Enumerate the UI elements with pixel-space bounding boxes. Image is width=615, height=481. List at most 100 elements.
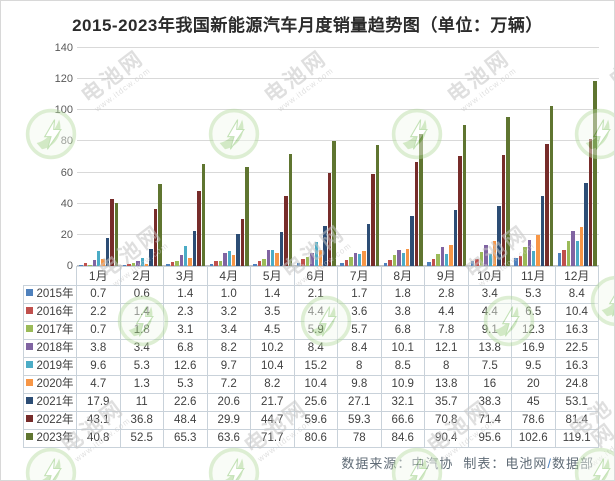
bar-2021年-10月 bbox=[497, 206, 501, 266]
value-cell-2015年-8月: 1.8 bbox=[380, 285, 425, 304]
value-cell-2019年-7月: 8 bbox=[337, 357, 382, 376]
bar-group-1月 bbox=[77, 48, 121, 266]
value-cell-2015年-5月: 1.4 bbox=[250, 285, 295, 304]
bar-2015年-9月 bbox=[427, 261, 431, 266]
bar-2018年-8月 bbox=[397, 250, 401, 266]
bar-2015年-11月 bbox=[514, 257, 518, 266]
value-cell-2016年-8月: 3.8 bbox=[380, 303, 425, 322]
y-tick-label-0: 0 bbox=[66, 260, 73, 272]
value-cell-2016年-7月: 3.6 bbox=[337, 303, 382, 322]
year-label-cell-2019年: 2019年 bbox=[23, 357, 77, 376]
value-cell-2016年-5月: 3.5 bbox=[250, 303, 295, 322]
value-cell-2016年-2月: 1.4 bbox=[119, 303, 164, 322]
value-cell-2023年-2月: 52.5 bbox=[119, 429, 164, 448]
bar-2020年-2月 bbox=[144, 264, 149, 266]
bar-2020年-4月 bbox=[231, 254, 236, 266]
bar-2017年-10月 bbox=[479, 251, 484, 266]
bar-2018年-4月 bbox=[223, 253, 227, 266]
value-cell-2020年-6月: 10.4 bbox=[293, 375, 338, 394]
value-cell-2015年-3月: 1.4 bbox=[163, 285, 208, 304]
legend-swatch-2022年 bbox=[26, 415, 34, 423]
year-label-text: 2020年 bbox=[36, 378, 74, 390]
bar-2015年-12月 bbox=[557, 252, 562, 266]
value-cell-2015年-11月: 5.3 bbox=[511, 285, 556, 304]
y-tick-label-40: 40 bbox=[60, 197, 73, 210]
value-cell-2022年-8月: 66.6 bbox=[380, 411, 425, 430]
y-tick-label-60: 60 bbox=[60, 166, 73, 179]
value-cell-2019年-1月: 9.6 bbox=[76, 357, 121, 376]
bar-2016年-1月 bbox=[83, 262, 88, 266]
bar-2023年-3月 bbox=[201, 164, 205, 266]
gridline-80 bbox=[77, 140, 599, 142]
month-header-7月: 7月 bbox=[337, 266, 382, 286]
value-cell-2016年-10月: 4.4 bbox=[467, 303, 512, 322]
bar-2016年-5月 bbox=[257, 260, 262, 266]
bar-2021年-7月 bbox=[366, 223, 371, 266]
bar-2021年-6月 bbox=[323, 226, 327, 266]
value-cell-2017年-3月: 3.1 bbox=[163, 321, 208, 340]
bar-2017年-6月 bbox=[305, 256, 310, 266]
table-corner-cell bbox=[23, 266, 77, 286]
bar-2016年-2月 bbox=[127, 263, 131, 266]
value-cell-2018年-2月: 3.4 bbox=[119, 339, 164, 358]
bar-2017年-5月 bbox=[262, 259, 266, 266]
bar-2019年-6月 bbox=[314, 242, 318, 266]
value-cell-2022年-12月: 81.4 bbox=[554, 411, 599, 430]
bar-2016年-11月 bbox=[518, 255, 523, 266]
bar-2017年-4月 bbox=[218, 260, 223, 266]
value-cell-2017年-5月: 4.5 bbox=[250, 321, 295, 340]
bar-2023年-4月 bbox=[245, 167, 249, 266]
value-cell-2020年-12月: 24.8 bbox=[554, 375, 599, 394]
gridline-60 bbox=[77, 171, 599, 173]
value-cell-2015年-1月: 0.7 bbox=[76, 285, 121, 304]
year-label-cell-2016年: 2016年 bbox=[23, 303, 77, 322]
month-header-1月: 1月 bbox=[76, 266, 121, 286]
value-cell-2023年-10月: 95.6 bbox=[467, 429, 512, 448]
footer-dept-text: 数据部 bbox=[551, 456, 594, 471]
value-cell-2023年-4月: 63.6 bbox=[206, 429, 251, 448]
y-tick-label-140: 140 bbox=[54, 42, 73, 54]
value-cell-2023年-12月: 119.1 bbox=[554, 429, 599, 448]
footer-slash: / bbox=[547, 456, 552, 471]
table-body: 2015年 0.7 0.6 1.4 1.0 1.4 2.1 1.7 1.8 2.8 3.4 5.3 8.… bbox=[23, 285, 599, 448]
bar-2017年-11月 bbox=[523, 246, 527, 266]
month-header-12月: 12月 bbox=[554, 266, 599, 286]
bar-2022年-12月 bbox=[588, 139, 593, 266]
bar-2016年-4月 bbox=[214, 261, 218, 266]
bar-2023年-7月 bbox=[375, 144, 379, 266]
table-row-2018年: 2018年 3.8 3.4 6.8 8.2 10.2 8.4 8.4 10.1 12.1 13.8 1… bbox=[23, 339, 599, 358]
value-cell-2020年-11月: 20 bbox=[511, 375, 556, 394]
value-cell-2021年-4月: 20.6 bbox=[206, 393, 251, 412]
value-cell-2022年-2月: 36.8 bbox=[119, 411, 164, 430]
bar-group-12月 bbox=[556, 48, 600, 266]
value-cell-2022年-1月: 43.1 bbox=[76, 411, 121, 430]
month-header-4月: 4月 bbox=[206, 266, 251, 286]
month-header-10月: 10月 bbox=[467, 266, 512, 286]
value-cell-2016年-9月: 4.4 bbox=[424, 303, 469, 322]
value-cell-2017年-12月: 16.3 bbox=[554, 321, 599, 340]
bar-2022年-9月 bbox=[458, 155, 462, 266]
plot-area bbox=[77, 47, 600, 266]
bar-2021年-3月 bbox=[192, 230, 197, 266]
value-cell-2018年-5月: 10.2 bbox=[250, 339, 295, 358]
legend-swatch-2016年 bbox=[26, 307, 34, 315]
value-cell-2017年-1月: 0.7 bbox=[76, 321, 121, 340]
bar-2017年-8月 bbox=[392, 255, 397, 266]
value-cell-2022年-10月: 71.4 bbox=[467, 411, 512, 430]
bar-group-8月 bbox=[382, 48, 426, 266]
bar-2023年-6月 bbox=[332, 140, 336, 266]
month-header-11月: 11月 bbox=[511, 266, 556, 286]
bar-2016年-3月 bbox=[170, 262, 175, 266]
bar-group-3月 bbox=[164, 48, 208, 266]
value-cell-2021年-3月: 22.6 bbox=[163, 393, 208, 412]
value-cell-2020年-10月: 16 bbox=[467, 375, 512, 394]
bar-2023年-2月 bbox=[158, 184, 162, 266]
table-header: 1月 2月 3月 4月 5月 6月 7月 8月 9月 10月 11月 12月 bbox=[23, 266, 599, 286]
value-cell-2018年-3月: 6.8 bbox=[163, 339, 208, 358]
bar-2021年-11月 bbox=[540, 195, 545, 266]
value-cell-2018年-10月: 13.8 bbox=[467, 339, 512, 358]
y-tick-label-80: 80 bbox=[60, 135, 73, 148]
year-label-cell-2022年: 2022年 bbox=[23, 411, 77, 430]
value-cell-2022年-7月: 59.3 bbox=[337, 411, 382, 430]
